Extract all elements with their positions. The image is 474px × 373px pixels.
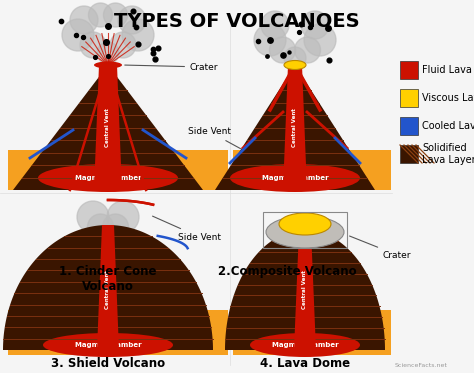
Text: Side Vent: Side Vent xyxy=(189,128,241,149)
Polygon shape xyxy=(294,230,316,350)
Text: TYPES OF VOLCANOES: TYPES OF VOLCANOES xyxy=(114,12,360,31)
Polygon shape xyxy=(215,65,375,190)
Polygon shape xyxy=(3,225,213,350)
Ellipse shape xyxy=(43,333,173,357)
Circle shape xyxy=(102,214,128,240)
Circle shape xyxy=(89,3,112,27)
Ellipse shape xyxy=(94,62,122,69)
Circle shape xyxy=(284,47,306,69)
Polygon shape xyxy=(97,225,119,350)
Polygon shape xyxy=(13,65,203,190)
Ellipse shape xyxy=(38,164,178,192)
Ellipse shape xyxy=(230,164,360,192)
Ellipse shape xyxy=(279,213,331,235)
Polygon shape xyxy=(283,65,307,190)
Bar xyxy=(233,310,391,355)
Text: Magma Chamber: Magma Chamber xyxy=(272,342,338,348)
Bar xyxy=(400,145,418,163)
Text: Magma Chamber: Magma Chamber xyxy=(75,342,141,348)
Circle shape xyxy=(103,3,128,27)
Circle shape xyxy=(97,224,119,246)
Text: 2.Composite Volcano: 2.Composite Volcano xyxy=(218,265,356,278)
Text: Central Vent: Central Vent xyxy=(106,270,110,310)
Text: Crater: Crater xyxy=(125,63,219,72)
Circle shape xyxy=(97,42,119,64)
Ellipse shape xyxy=(250,333,360,357)
Circle shape xyxy=(294,37,320,63)
Text: Central Vent: Central Vent xyxy=(292,109,298,147)
Text: Magma Chamber: Magma Chamber xyxy=(75,175,141,181)
Circle shape xyxy=(304,24,336,56)
Circle shape xyxy=(301,11,329,39)
Circle shape xyxy=(270,37,295,63)
Ellipse shape xyxy=(284,60,306,69)
Bar xyxy=(233,150,391,190)
Bar xyxy=(400,117,418,135)
Circle shape xyxy=(261,11,289,39)
Text: Central Vent: Central Vent xyxy=(302,270,308,310)
Circle shape xyxy=(254,24,286,56)
Circle shape xyxy=(122,19,154,51)
Text: Crater: Crater xyxy=(350,236,411,260)
Circle shape xyxy=(62,19,94,51)
Bar xyxy=(400,61,418,79)
Text: Viscous Lava: Viscous Lava xyxy=(422,93,474,103)
Ellipse shape xyxy=(266,216,344,248)
Text: 1. Cinder Cone
Volcano: 1. Cinder Cone Volcano xyxy=(59,265,157,293)
Text: 4. Lava Dome: 4. Lava Dome xyxy=(260,357,350,370)
Text: Cooled Lava: Cooled Lava xyxy=(422,121,474,131)
Circle shape xyxy=(118,6,146,34)
Circle shape xyxy=(107,201,139,233)
Bar xyxy=(8,150,228,190)
Text: Fluid Lava: Fluid Lava xyxy=(422,65,472,75)
Circle shape xyxy=(70,6,98,34)
Polygon shape xyxy=(94,65,122,190)
Circle shape xyxy=(80,32,106,58)
Bar xyxy=(8,310,228,355)
Bar xyxy=(400,89,418,107)
Text: Solidified
Lava Layers: Solidified Lava Layers xyxy=(422,143,474,165)
Text: Side Vent: Side Vent xyxy=(153,216,221,241)
Circle shape xyxy=(88,214,113,240)
Circle shape xyxy=(110,32,136,58)
Circle shape xyxy=(77,201,109,233)
Text: 3. Shield Volcano: 3. Shield Volcano xyxy=(51,357,165,370)
Text: Central Vent: Central Vent xyxy=(106,109,110,147)
Text: Magma Chamber: Magma Chamber xyxy=(262,175,328,181)
Text: ScienceFacts.net: ScienceFacts.net xyxy=(395,363,448,368)
Polygon shape xyxy=(225,230,385,350)
